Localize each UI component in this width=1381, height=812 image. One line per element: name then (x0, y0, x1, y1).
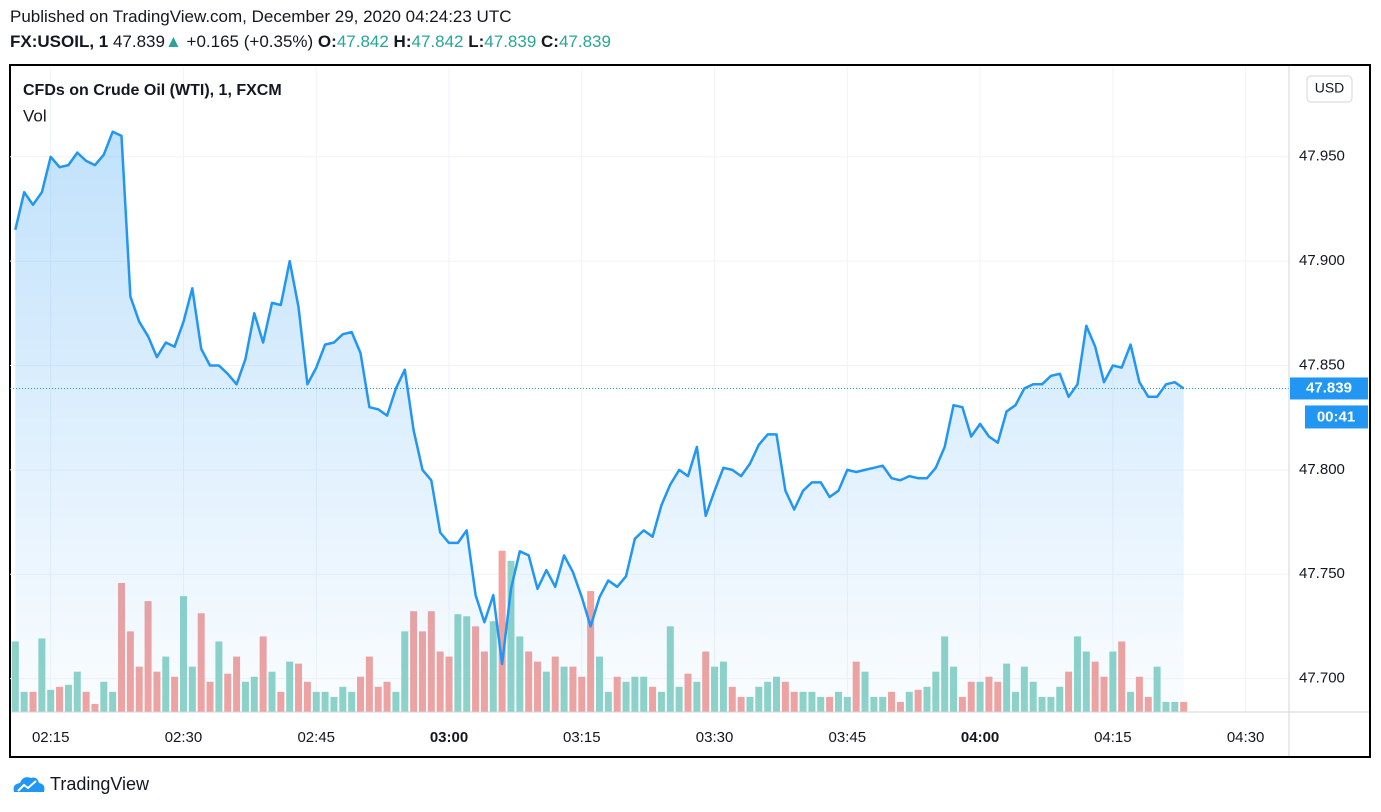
x-tick-label: 03:00 (430, 729, 468, 746)
volume-label: Vol (23, 106, 47, 125)
last-price-label: 47.839 (1306, 379, 1352, 396)
x-tick-label: 02:30 (165, 729, 203, 746)
published: Published on TradingView.com, December 2… (10, 7, 512, 26)
y-tick-label: 47.700 (1299, 670, 1345, 687)
y-tick-label: 47.950 (1299, 148, 1345, 165)
x-tick-label: 04:30 (1227, 729, 1265, 746)
logo (13, 777, 45, 792)
arrow: ▲ (164, 32, 182, 51)
high: 47.842 (411, 32, 464, 51)
x-tick-label: 02:15 (32, 729, 70, 746)
low: 47.839 (484, 32, 537, 51)
y-tick-label: 47.750 (1299, 565, 1345, 582)
x-tick-label: 02:45 (297, 729, 335, 746)
y-tick-label: 47.900 (1299, 252, 1345, 269)
currency-button[interactable] (1306, 75, 1353, 103)
o-label: O: (317, 32, 337, 51)
y-tick-label: 47.800 (1299, 461, 1345, 478)
l-label: L: (468, 32, 485, 51)
change: +0.165 (+0.35%) (186, 32, 314, 51)
chart-title: CFDs on Crude Oil (WTI), 1, FXCM (23, 82, 282, 99)
y-tick-label: 47.850 (1299, 356, 1345, 373)
x-tick-label: 03:45 (829, 729, 867, 746)
x-tick-label: 03:30 (696, 729, 734, 746)
countdown: 00:41 (1317, 408, 1355, 425)
currency[interactable]: USD (1315, 80, 1345, 96)
x-tick-label: 04:00 (961, 729, 999, 746)
footer: TradingView (10, 772, 149, 796)
c-label: C: (541, 32, 559, 51)
x-tick-label: 03:15 (563, 729, 601, 746)
open: 47.842 (336, 32, 389, 51)
countdown-box (1305, 405, 1368, 429)
brand: TradingView (50, 773, 150, 794)
close: 47.839 (558, 32, 611, 51)
area-fill (15, 131, 1184, 712)
published-line: Published on TradingView.com, December 2… (10, 7, 511, 27)
last: 47.839 (112, 32, 165, 51)
quote-line: FX:USOIL, 1 47.839▲ +0.165 (+0.35%) O:47… (10, 32, 611, 52)
x-tick-label: 04:15 (1094, 729, 1132, 746)
last-price-box (1290, 377, 1368, 400)
volume-bar (498, 550, 506, 712)
frame (9, 64, 1371, 758)
symbol: FX:USOIL, 1 (10, 32, 109, 51)
price-line (14, 130, 1185, 666)
h-label: H: (393, 32, 412, 51)
